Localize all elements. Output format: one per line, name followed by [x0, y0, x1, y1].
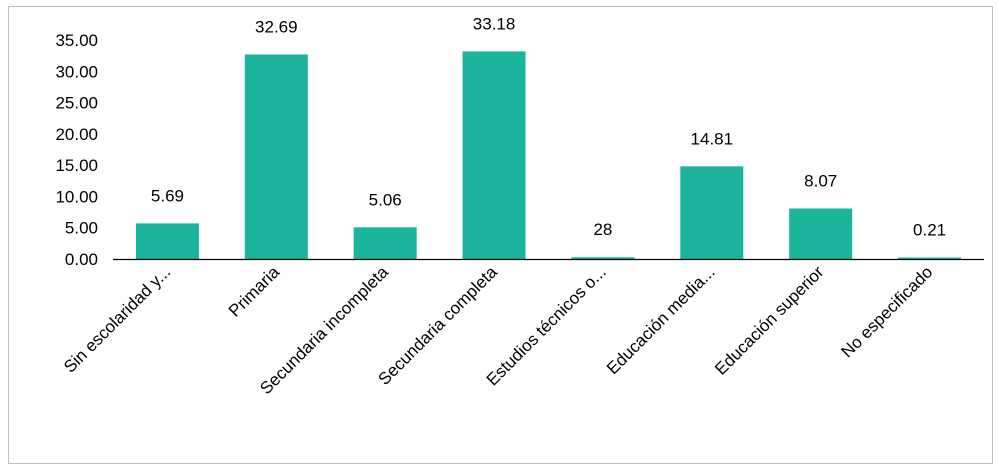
y-tick-label: 35.00	[55, 31, 98, 50]
bar	[135, 223, 199, 259]
bar	[244, 54, 308, 260]
data-label: 5.69	[151, 186, 184, 205]
x-tick-label: Sin escolaridad y...	[60, 262, 174, 376]
y-tick-label: 15.00	[55, 156, 98, 175]
bar	[462, 51, 526, 259]
data-label: 5.06	[369, 190, 402, 209]
bar	[898, 257, 962, 259]
y-tick-label: 20.00	[55, 125, 98, 144]
x-tick-label: Secundaria incompleta	[256, 262, 392, 398]
y-tick-label: 5.00	[65, 219, 98, 238]
bar	[789, 208, 853, 259]
x-tick-label: Educación superior	[711, 262, 828, 379]
y-tick-label: 30.00	[55, 62, 98, 81]
x-tick-label: No especificado	[837, 262, 936, 361]
data-label: 8.07	[804, 172, 837, 191]
data-label: 14.81	[691, 129, 734, 148]
bar-chart: 0.00 5.00 10.00 15.00 20.00 25.00 30.00 35.00 5…	[55, 14, 984, 398]
bar	[571, 257, 635, 259]
chart-frame: 0.00 5.00 10.00 15.00 20.00 25.00 30.00 35.00 5…	[8, 6, 993, 464]
data-label: 28	[593, 220, 612, 239]
bar	[353, 227, 417, 259]
y-tick-label: 0.00	[65, 250, 98, 269]
x-tick-label: Educación media...	[603, 262, 719, 378]
bars	[135, 51, 962, 260]
data-label: 33.18	[473, 14, 516, 33]
data-label: 32.69	[255, 17, 298, 36]
x-tick-label: Primaria	[225, 262, 284, 321]
x-tick-label: Secundaria completa	[375, 262, 502, 389]
x-tick-label: Estudios técnicos o...	[483, 262, 610, 389]
data-label: 0.21	[913, 221, 946, 240]
y-tick-label: 10.00	[55, 187, 98, 206]
bar	[680, 166, 744, 259]
y-axis: 0.00 5.00 10.00 15.00 20.00 25.00 30.00 35.00	[55, 31, 98, 269]
y-tick-label: 25.00	[55, 94, 98, 113]
data-labels: 5.69 32.69 5.06 33.18 28 14.81 8.07 0.21	[151, 14, 946, 239]
